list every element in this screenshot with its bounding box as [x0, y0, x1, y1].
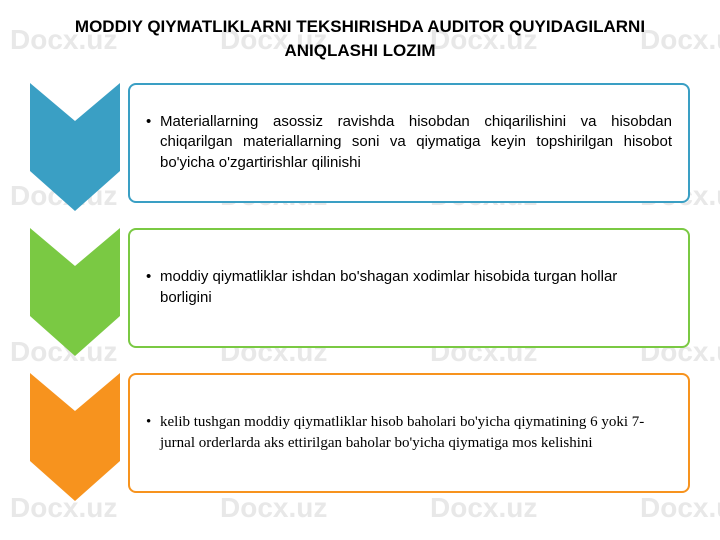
item-row: Materiallarning asossiz ravishda hisobda…: [30, 83, 690, 203]
rows-container: Materiallarning asossiz ravishda hisobda…: [30, 83, 690, 493]
chevron-icon: [30, 373, 120, 493]
item-text: moddiy qiymatliklar ishdan bo'shagan xod…: [160, 267, 672, 308]
item-box: moddiy qiymatliklar ishdan bo'shagan xod…: [128, 228, 690, 348]
item-list: moddiy qiymatliklar ishdan bo'shagan xod…: [146, 267, 672, 308]
item-box: Materiallarning asossiz ravishda hisobda…: [128, 83, 690, 203]
chevron-icon: [30, 228, 120, 348]
item-row: kelib tushgan moddiy qiymatliklar hisob …: [30, 373, 690, 493]
item-box: kelib tushgan moddiy qiymatliklar hisob …: [128, 373, 690, 493]
item-text: kelib tushgan moddiy qiymatliklar hisob …: [160, 412, 672, 453]
content: MODDIY QIYMATLIKLARNI TEKSHIRISHDA AUDIT…: [0, 0, 720, 540]
item-text: Materiallarning asossiz ravishda hisobda…: [160, 112, 672, 173]
page-title: MODDIY QIYMATLIKLARNI TEKSHIRISHDA AUDIT…: [30, 15, 690, 63]
item-row: moddiy qiymatliklar ishdan bo'shagan xod…: [30, 228, 690, 348]
item-list: kelib tushgan moddiy qiymatliklar hisob …: [146, 412, 672, 453]
item-list: Materiallarning asossiz ravishda hisobda…: [146, 112, 672, 173]
chevron-icon: [30, 83, 120, 203]
